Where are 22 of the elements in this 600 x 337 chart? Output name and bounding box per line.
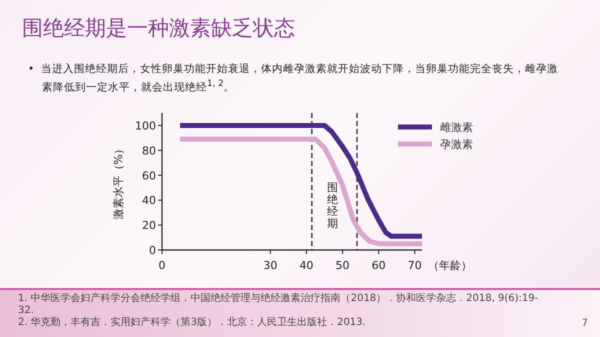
y-tick-label: 0 bbox=[149, 244, 156, 257]
chart-subtitle: • 当进入围绝经期后，女性卵巢功能开始衰退，体内雌孕激素就开始波动下降，当卵巢功能完全丧失，雌孕激素降低到一定水平，就会出现绝经$^{1, 2}$。 bbox=[28, 62, 559, 96]
legend-label: 孕激素 bbox=[440, 138, 473, 151]
y-tick-label: 20 bbox=[142, 219, 156, 232]
x-tick-label: 0 bbox=[158, 259, 166, 272]
x-tick-label: 30 bbox=[263, 259, 278, 272]
y-tick-label: 40 bbox=[142, 194, 156, 208]
x-tick-label: 60 bbox=[372, 259, 386, 272]
chart-title: 围绝经期是一种激素缺乏状态 bbox=[22, 15, 295, 42]
x-tick-label: 40 bbox=[299, 259, 314, 272]
legend-label: 雌激素 bbox=[440, 121, 473, 134]
y-tick-label: 100 bbox=[135, 119, 156, 132]
text: 7 bbox=[582, 318, 588, 329]
x-tick-label: 50 bbox=[336, 259, 350, 272]
text: 1. 中华医学会妇产科学分会绝经学组．中国绝经管理与绝经激素治疗指南（2018）．协和医学杂志．2018, 9(6):19-32. bbox=[18, 293, 540, 316]
annotation: 围绝经期 bbox=[326, 181, 338, 230]
y-tick-label: 80 bbox=[142, 144, 156, 158]
x-axis-title: （年龄） bbox=[428, 259, 472, 272]
x-tick-label: 70 bbox=[408, 259, 422, 272]
y-axis-title: 激素水平（%） bbox=[112, 143, 125, 220]
y-tick-label: 60 bbox=[142, 169, 156, 182]
text: 2. 华克勤，丰有吉．实用妇产科学（第3版）．北京：人民卫生出版社．2013. bbox=[18, 317, 367, 329]
